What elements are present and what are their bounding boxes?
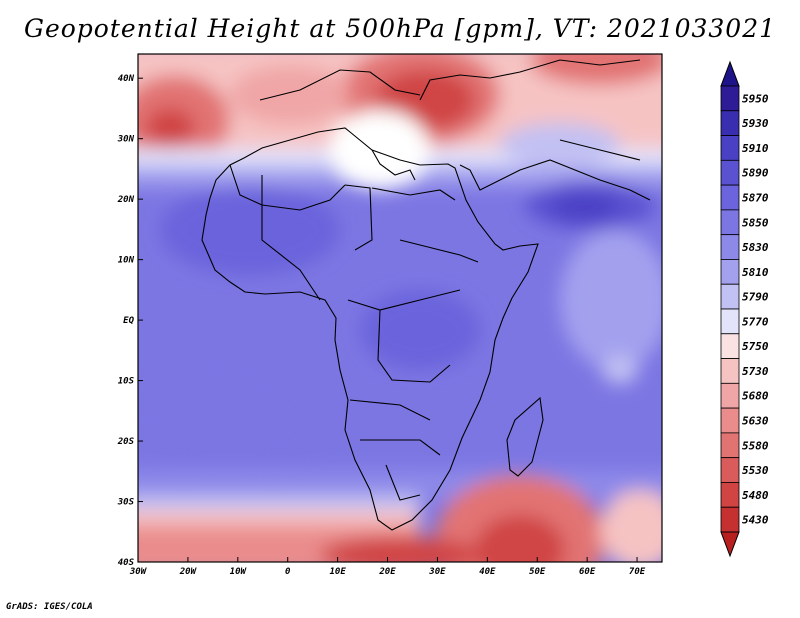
colorbar-label: 5480	[742, 489, 769, 502]
colorbar-swatch	[720, 457, 740, 483]
lon-label: 50E	[529, 567, 546, 577]
colorbar-swatch	[720, 110, 740, 136]
colorbar-swatch	[720, 85, 740, 112]
grads-credit: GrADS: IGES/COLA	[6, 602, 93, 612]
plot-title: Geopotential Height at 500hPa [gpm], VT:…	[23, 14, 777, 43]
colorbar-swatch	[720, 135, 740, 161]
colorbar-swatch	[720, 234, 740, 260]
colorbar-label: 5750	[742, 340, 769, 353]
colorbar: 5950 5930 5910 5890 5870 5850 5830 5810 5790 5770…	[720, 60, 769, 558]
lat-label: 20S	[117, 437, 135, 447]
lon-label: 70E	[629, 567, 646, 577]
colorbar-label: 5830	[742, 241, 769, 254]
colorbar-label: 5890	[742, 167, 769, 180]
lat-label: EQ	[123, 316, 134, 326]
lon-label: 30W	[129, 567, 148, 577]
colorbar-top-arrow	[720, 60, 740, 87]
colorbar-label: 5680	[742, 390, 769, 403]
colorbar-bottom-arrow	[720, 531, 740, 558]
lat-label: 10S	[118, 377, 135, 387]
lat-label: 10N	[118, 256, 135, 266]
map-frame	[137, 53, 663, 563]
colorbar-swatch	[720, 283, 740, 310]
lon-label: 40E	[479, 567, 496, 577]
colorbar-label: 5810	[742, 266, 769, 279]
colorbar-label: 5770	[742, 315, 769, 328]
lon-label: 60E	[579, 567, 596, 577]
lon-label: 20E	[378, 567, 396, 577]
colorbar-swatch	[720, 184, 740, 211]
colorbar-label: 5930	[742, 117, 769, 130]
colorbar-swatch	[720, 159, 740, 186]
colorbar-label: 5950	[742, 92, 769, 105]
colorbar-label: 5430	[742, 514, 769, 527]
colorbar-swatch	[720, 482, 740, 508]
lon-label: 10E	[329, 567, 346, 577]
height-field	[138, 54, 662, 562]
colorbar-swatch	[720, 209, 740, 236]
lon-label: 10W	[230, 567, 248, 577]
colorbar-swatch	[720, 358, 740, 384]
lat-label: 40S	[118, 558, 135, 568]
colorbar-label: 5530	[742, 464, 769, 477]
colorbar-label: 5730	[742, 365, 769, 378]
colorbar-label: 5850	[742, 216, 769, 229]
lat-label: 40N	[118, 74, 135, 84]
colorbar-label: 5630	[742, 415, 769, 428]
colorbar-swatch	[720, 382, 740, 409]
colorbar-swatch	[720, 407, 740, 434]
colorbar-label: 5580	[742, 439, 769, 452]
colorbar-label: 5790	[742, 291, 769, 304]
colorbar-swatch	[720, 432, 740, 459]
colorbar-swatch	[720, 259, 740, 285]
map-axes: 30W 20W 10W 0 10E 20E 30E 40E 50E 60E 70E 40N 30N 20N…	[117, 74, 646, 577]
colorbar-label: 5910	[742, 142, 769, 155]
lon-label: 20W	[179, 567, 198, 577]
colorbar-swatch	[720, 506, 740, 533]
lat-label: 30S	[117, 498, 135, 508]
coastlines	[201, 59, 651, 531]
lon-label: 30E	[428, 567, 446, 577]
lat-label: 30N	[117, 135, 135, 145]
colorbar-label: 5870	[742, 192, 769, 205]
colorbar-swatch	[720, 333, 740, 359]
lat-label: 20N	[117, 195, 135, 205]
lon-label: 0	[285, 567, 291, 577]
colorbar-swatch	[720, 308, 740, 335]
